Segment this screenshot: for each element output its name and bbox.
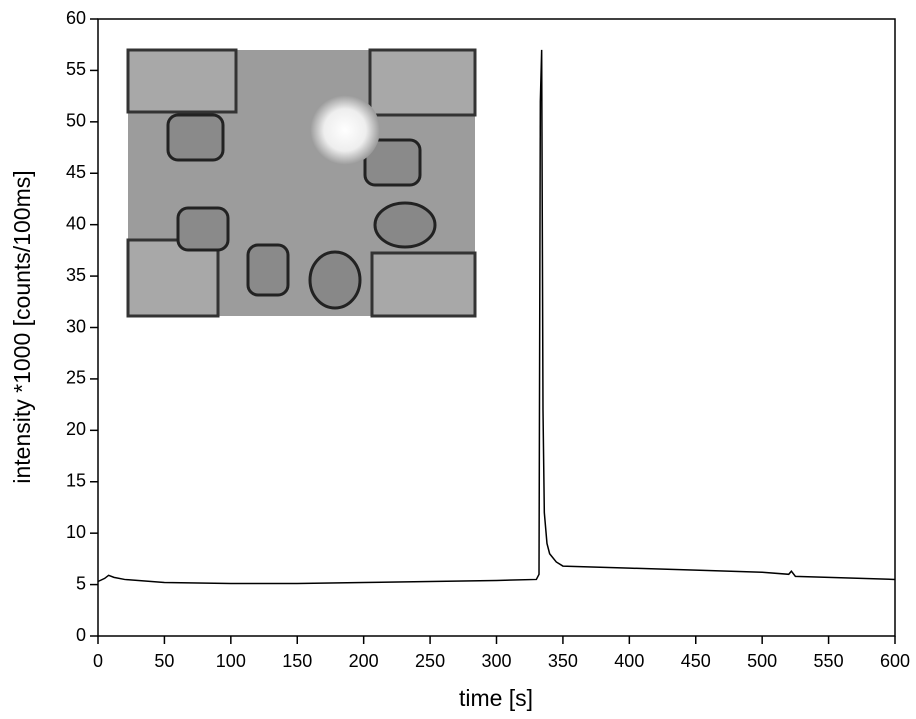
x-tick-label: 50 (154, 651, 174, 671)
y-tick-label: 10 (66, 522, 86, 542)
x-tick-label: 500 (747, 651, 777, 671)
x-tick-label: 450 (681, 651, 711, 671)
y-axis-label: intensity *1000 [counts/100ms] (9, 170, 35, 483)
y-tick-label: 50 (66, 111, 86, 131)
y-tick-label: 45 (66, 162, 86, 182)
y-tick-label: 60 (66, 8, 86, 28)
x-tick-label: 150 (282, 651, 312, 671)
x-tick-label: 300 (481, 651, 511, 671)
data-line (97, 49, 896, 585)
x-tick-label: 400 (614, 651, 644, 671)
x-tick-label: 600 (880, 651, 910, 671)
x-tick-label: 550 (814, 651, 844, 671)
y-tick-label: 35 (66, 265, 86, 285)
y-tick-label: 30 (66, 316, 86, 336)
inset-image (126, 48, 477, 318)
y-tick-label: 15 (66, 471, 86, 491)
y-tick-label: 25 (66, 368, 86, 388)
y-tick-label: 40 (66, 213, 86, 233)
x-tick-label: 200 (349, 651, 379, 671)
y-tick-label: 55 (66, 59, 86, 79)
y-tick-label: 0 (76, 625, 86, 645)
x-axis-label: time [s] (459, 685, 533, 711)
y-tick-label: 5 (76, 573, 86, 593)
y-tick-label: 20 (66, 419, 86, 439)
x-tick-label: 350 (548, 651, 578, 671)
x-tick-label: 0 (93, 651, 103, 671)
x-tick-label: 250 (415, 651, 445, 671)
x-tick-label: 100 (216, 651, 246, 671)
